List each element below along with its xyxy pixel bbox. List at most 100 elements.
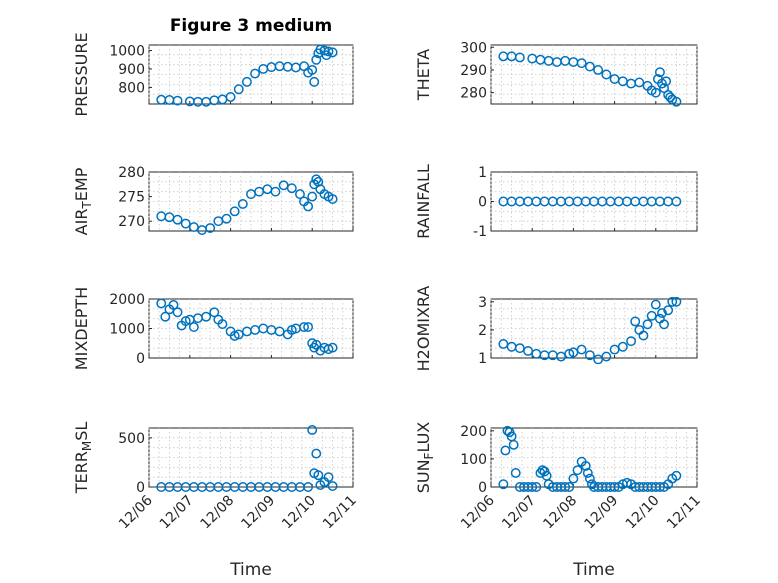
mixdepth-point [156,298,167,309]
pressure-series [156,44,338,107]
panel-sun_flux: 0 100 200 12/06 12/07 12/08 12/09 12/10 12/11 SUN… [414,422,704,533]
pressure-ytick-label: 800 [118,80,145,96]
sun_flux-point [535,468,546,478]
air_temp-point [229,206,240,217]
terr_msl-xtick-label: 12/09 [238,493,278,533]
panel-h2omixra: 1 2 3 H2OMIXRA [414,286,698,372]
h2omixra-point [630,316,641,327]
pressure-point [172,95,183,106]
h2omixra-point [638,330,649,341]
mixdepth-point [217,319,228,330]
pressure-point [233,84,244,95]
terr_msl-ytick-label: 0 [136,480,145,496]
sun_flux-point [531,482,542,492]
mixdepth-ytick-label: 1000 [109,322,145,338]
mixdepth-point [188,322,199,332]
air_temp-point [295,189,305,200]
theta-point [650,87,661,98]
h2omixra-series [498,296,682,364]
rainfall-series [498,196,682,207]
theta-point [593,65,604,75]
air_temp-point [221,213,232,224]
mixdepth-point [201,311,212,322]
theta-point [514,52,525,63]
rainfall-ytick-label: 0 [478,195,487,211]
sun_flux-point [580,460,591,471]
air_temp-point [270,186,281,197]
rainfall-ytick-label: -1 [473,224,487,240]
mixdepth-point [160,311,171,322]
h2omixra-point [601,351,612,362]
panel-mixdepth: 0 1000 2000 MIXDEPTH [72,287,354,370]
panel-theta: 280 290 300 THETA [414,40,698,107]
theta-ylabel: THETA [414,49,433,101]
h2omixra-point [650,299,661,310]
air_temp-point [327,194,338,204]
pressure-point [307,64,318,75]
theta-point [601,69,612,80]
sun_flux-point [584,473,595,484]
sun_flux-xtick-label: 12/10 [623,493,663,533]
terr_msl-point [307,425,318,435]
sun_flux-point [560,482,571,492]
air_temp-series [156,174,338,235]
pressure-point [225,92,236,102]
theta-point [576,58,587,69]
sun_flux-series [498,425,682,492]
sun_flux-point [572,465,583,476]
theta-point [661,76,672,87]
pressure-point [241,76,252,87]
air_temp-point [180,218,191,229]
panel-terr_msl: 0 500 12/06 12/07 12/08 12/09 12/10 12/11 TERRMS… [72,422,360,533]
h2omixra-ytick-label: 1 [478,351,487,367]
h2omixra-point [667,296,678,307]
mixdepth-point [172,307,183,318]
sun_flux-xtick-label: 12/09 [582,493,622,533]
theta-series [498,51,682,107]
panel-air_temp: 270 275 280 AIRTEMP [72,165,354,235]
air_temp-ytick-label: 275 [118,190,145,206]
mixdepth-point [168,299,179,310]
terr_msl-point [313,470,324,481]
air_temp-point [311,174,322,185]
sun_flux-ytick-label: 0 [478,480,487,496]
h2omixra-ylabel: H2OMIXRA [414,286,433,372]
terr_msl-series [156,425,338,492]
theta-ytick-label: 280 [460,86,487,102]
theta-point [665,92,676,103]
sun_flux-point [622,477,632,488]
theta-point [654,67,665,78]
mixdepth-point [299,322,309,332]
rainfall-ytick-label: 1 [478,165,487,181]
theta-point [584,61,595,72]
sun_flux-xtick-label: 12/08 [540,493,580,533]
pressure-point [309,76,320,87]
mixdepth-ytick-label: 2000 [109,292,145,308]
terr_msl-xtick-label: 12/10 [279,493,319,533]
air_temp-ylabel: AIRTEMP [72,167,94,235]
air_temp-ytick-label: 280 [118,165,145,181]
air_temp-point [307,191,318,202]
figure-title: Figure 3 medium [170,16,332,36]
mixdepth-point [209,307,220,318]
h2omixra-point [584,350,595,361]
x-axis-label-right: Time [572,560,615,580]
sun_flux-point [564,482,575,492]
sun_flux-point [510,468,521,478]
h2omixra-ytick-label: 2 [478,323,487,339]
terr_msl-point [323,472,334,483]
terr_msl-ylabel: TERRMSL [72,422,94,495]
sun_flux-xtick-label: 12/06 [458,492,498,532]
h2omixra-point [626,336,637,347]
h2omixra-point [576,344,587,355]
sun_flux-point [582,468,593,478]
terr_msl-xtick-label: 12/06 [116,492,156,532]
pressure-point [323,46,334,57]
air_temp-point [286,183,297,194]
sun_flux-xtick-label: 12/07 [499,493,539,533]
h2omixra-ytick-label: 3 [478,295,487,311]
sun_flux-point [586,479,597,490]
h2omixra-point [671,296,682,307]
sun_flux-point [527,482,538,492]
